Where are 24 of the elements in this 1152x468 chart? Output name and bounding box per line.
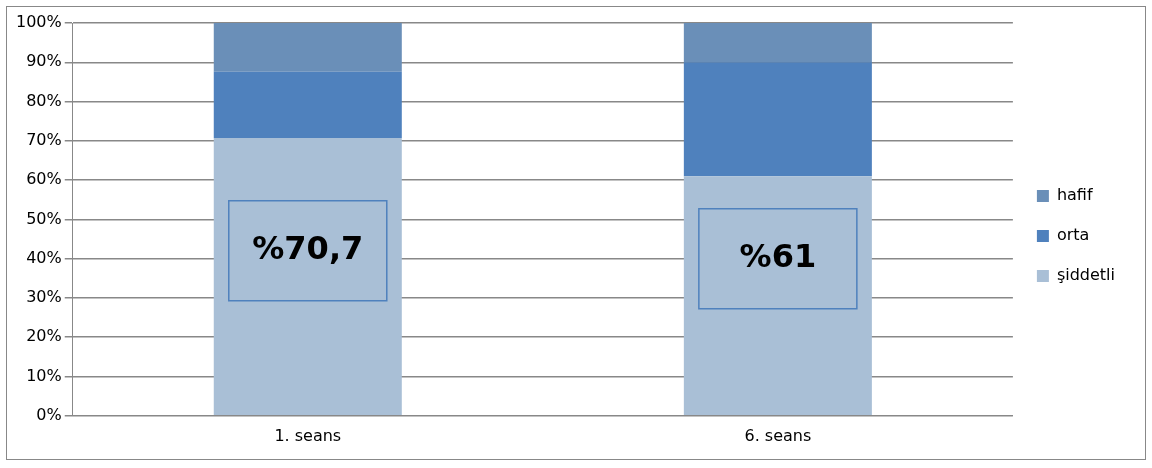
legend-label: şiddetli	[1056, 265, 1116, 285]
y-tick-label: 20%	[26, 326, 62, 346]
annotation: %61	[739, 236, 817, 275]
bar	[213, 138, 402, 416]
y-tick-label: 30%	[26, 287, 62, 307]
bar	[213, 71, 402, 139]
bar	[683, 62, 872, 177]
y-tick-label: 100%	[15, 12, 62, 32]
bar	[683, 176, 872, 416]
bar	[683, 23, 872, 63]
y-tick-label: 80%	[26, 90, 62, 110]
bar	[213, 23, 402, 72]
x-tick-label: 1. seans	[274, 425, 342, 445]
y-tick-label: 10%	[26, 365, 62, 385]
annotation: %70,7	[252, 229, 364, 268]
y-tick-label: 50%	[26, 208, 62, 228]
legend-label: hafif	[1056, 185, 1093, 205]
y-tick-label: 40%	[26, 247, 62, 267]
y-tick-label: 60%	[26, 169, 62, 189]
x-tick-label: 6. seans	[744, 425, 812, 445]
legend-label: orta	[1056, 225, 1090, 245]
y-tick-label: 70%	[26, 130, 62, 149]
y-tick-label: 0%	[36, 404, 62, 424]
y-tick-label: 90%	[26, 51, 62, 71]
